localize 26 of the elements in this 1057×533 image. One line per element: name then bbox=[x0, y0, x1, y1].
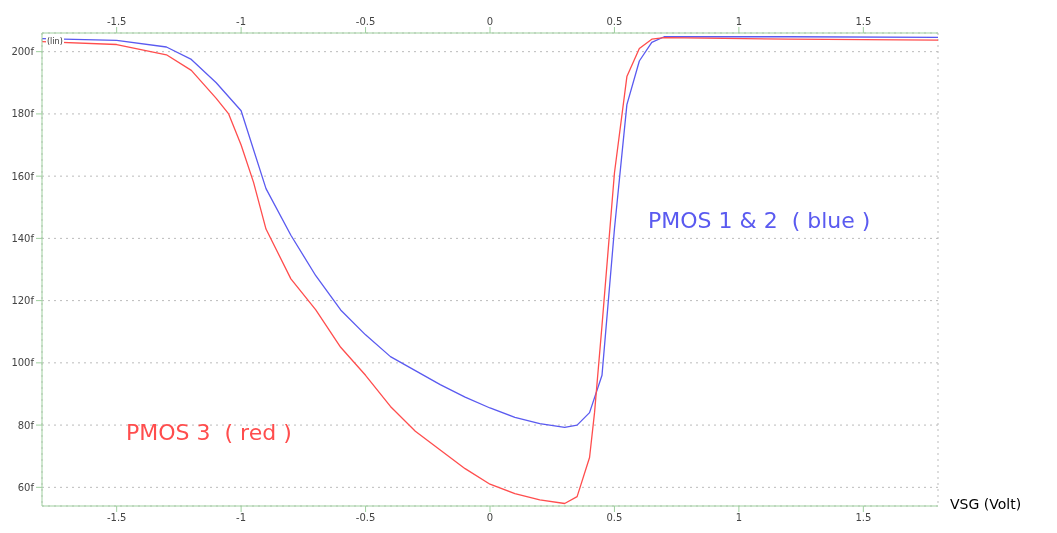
series-label: PMOS 1 & 2 ( blue ) bbox=[648, 208, 871, 233]
y-tick-label: 140f bbox=[11, 232, 35, 244]
y-tick-label: 180f bbox=[11, 108, 35, 120]
x-axis-title: VSG (Volt) bbox=[950, 496, 1022, 512]
x2-tick-label: -1.5 bbox=[106, 512, 127, 524]
x2-tick-label: 1 bbox=[735, 512, 743, 524]
annotation: (lin) bbox=[46, 37, 64, 46]
x-tick-label: 0 bbox=[486, 16, 494, 27]
x-tick-label: -1.5 bbox=[106, 16, 127, 27]
y-tick-label: 80f bbox=[17, 419, 35, 431]
x2-tick-label: -0.5 bbox=[355, 512, 376, 524]
x2-tick-label: 0 bbox=[486, 512, 494, 524]
y-tick-label: 200f bbox=[11, 46, 35, 58]
x2-tick-label: 0.5 bbox=[606, 512, 623, 524]
x-tick-label: -0.5 bbox=[355, 16, 376, 27]
y-tick-label: 120f bbox=[11, 295, 35, 307]
x-tick-label: -1 bbox=[236, 16, 247, 27]
y-tick-label: 60f bbox=[17, 481, 35, 493]
x2-tick-label: -1 bbox=[236, 512, 247, 524]
x-tick-label: 1 bbox=[735, 16, 743, 27]
y-tick-label: 160f bbox=[11, 170, 35, 182]
x-tick-label: 0.5 bbox=[606, 16, 623, 27]
y-tick-label: 100f bbox=[11, 357, 35, 369]
text: PMOS 3 ( red ) bbox=[126, 420, 292, 445]
x-tick-label: 1.5 bbox=[855, 16, 872, 27]
x2-tick-label: 1.5 bbox=[855, 512, 872, 524]
